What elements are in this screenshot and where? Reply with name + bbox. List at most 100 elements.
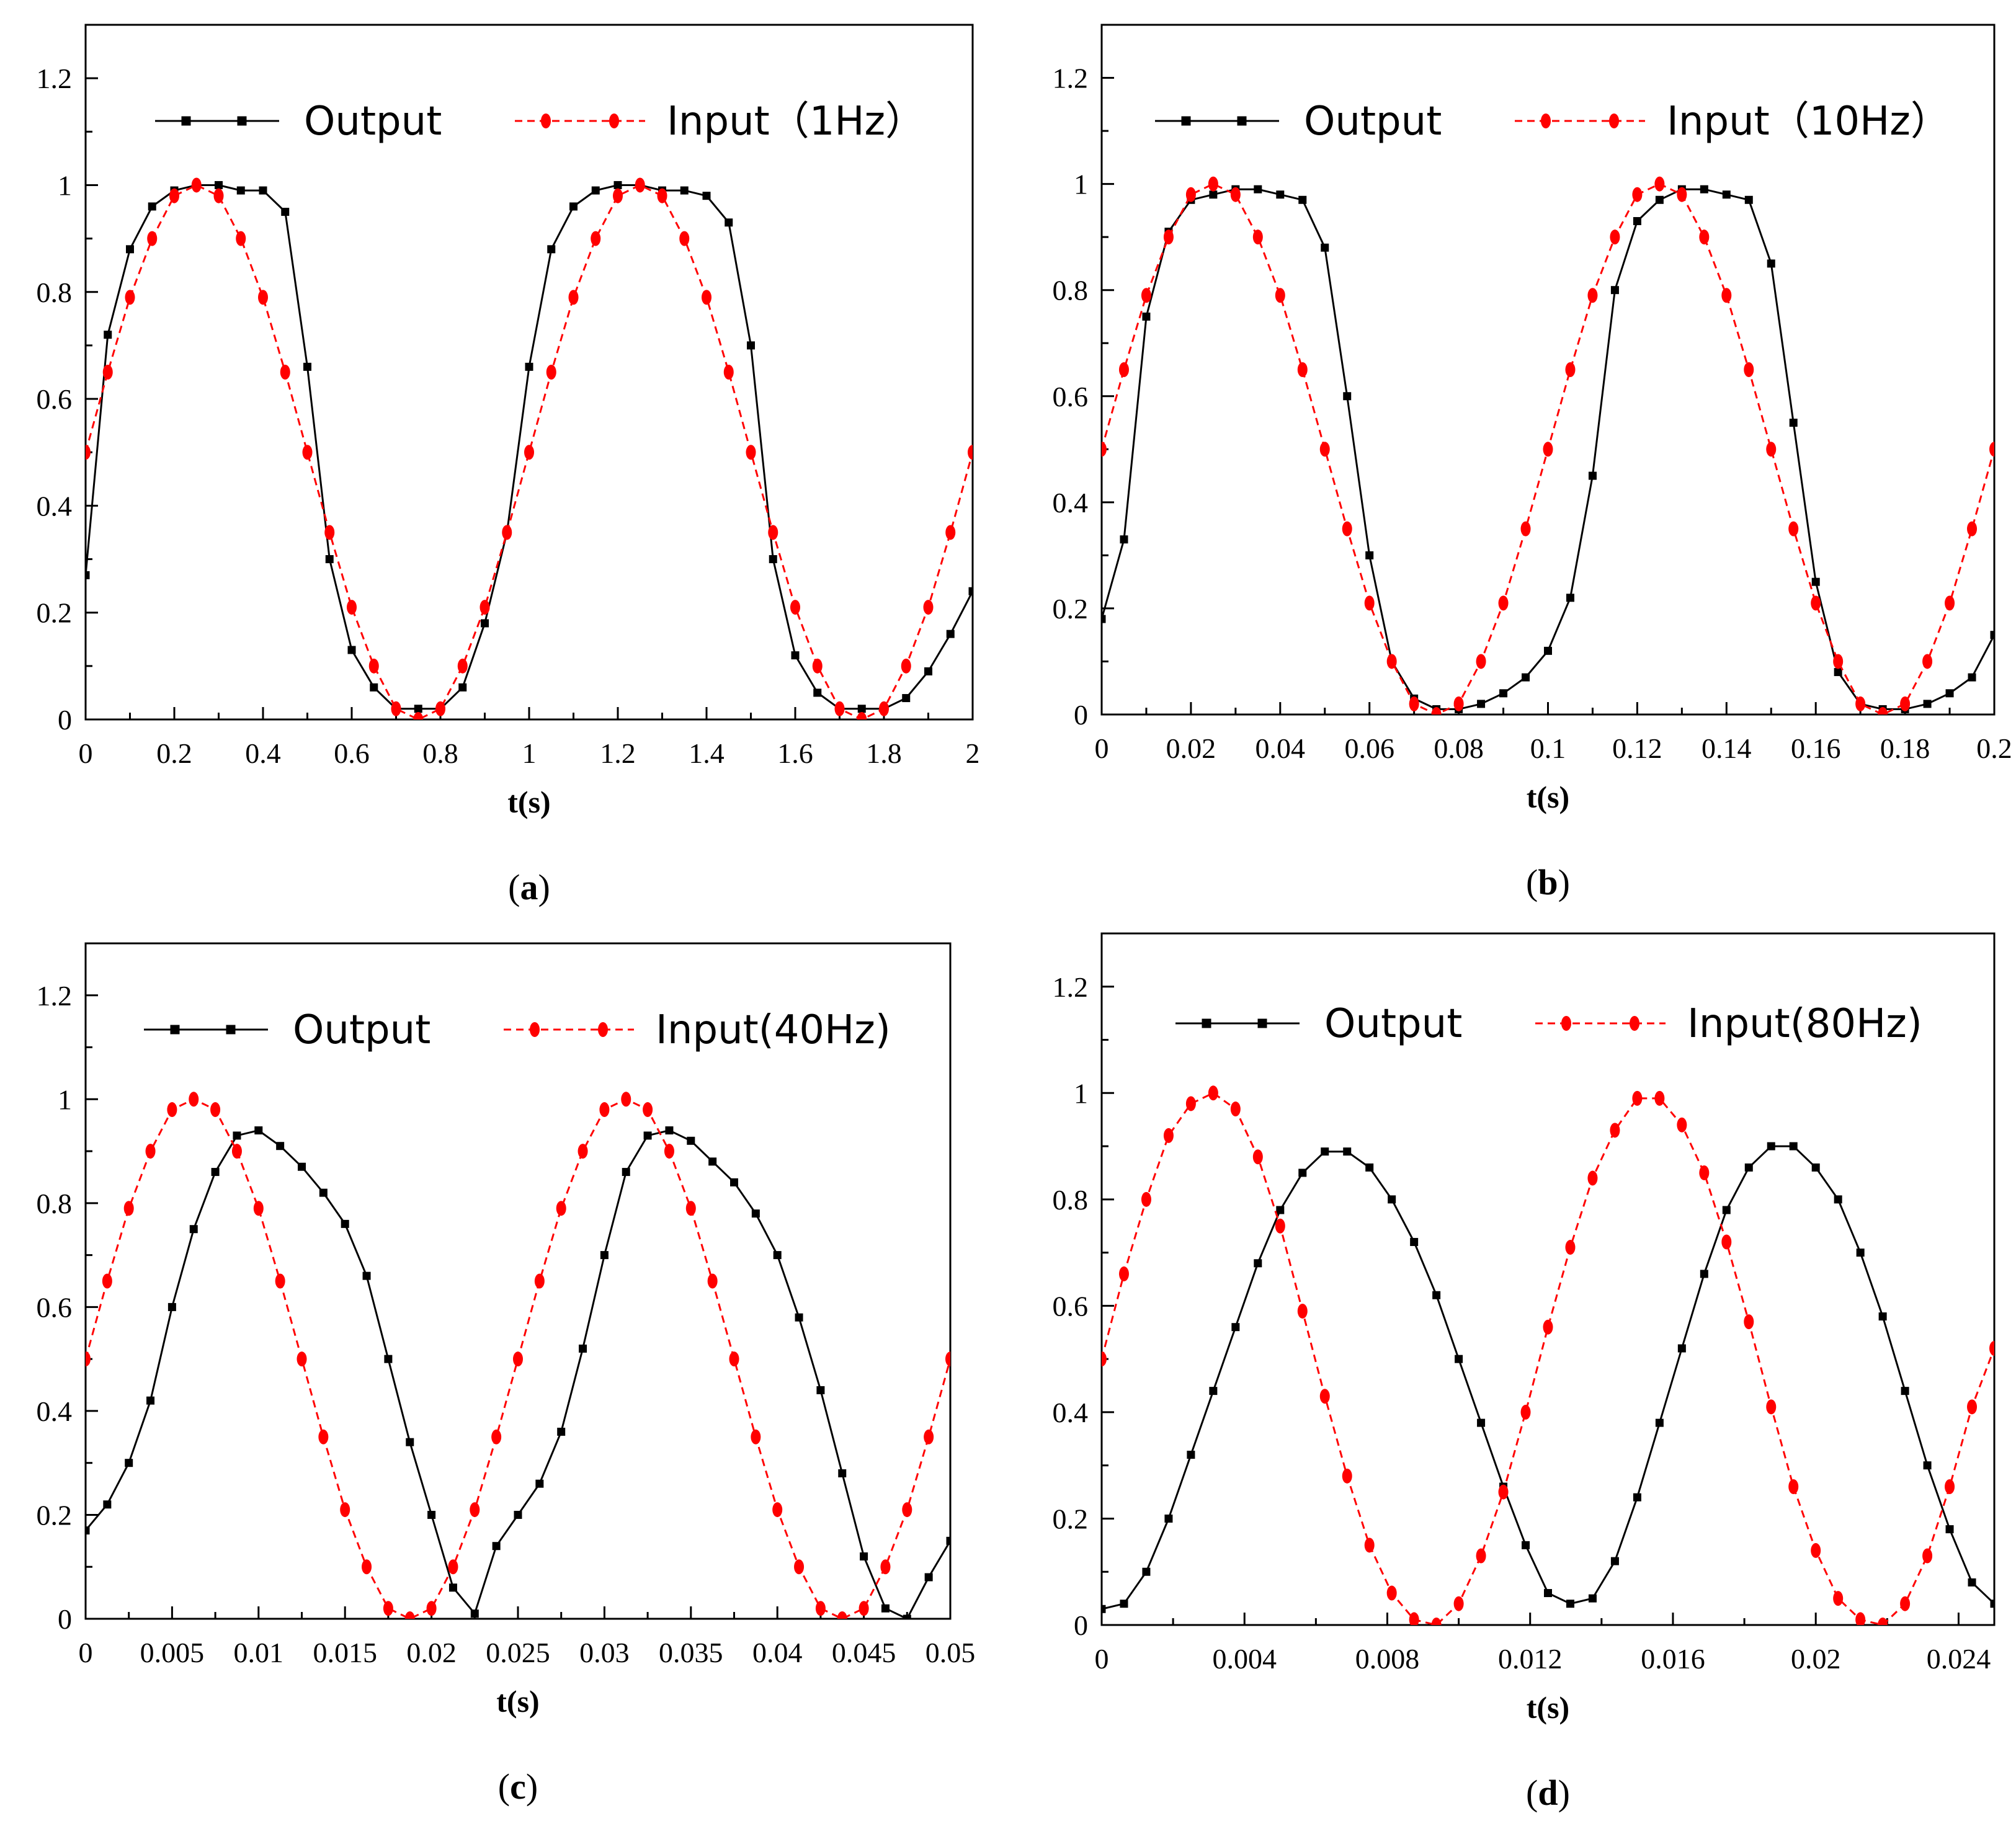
x-tick-label: 1.6 <box>777 737 813 769</box>
x-tick-label: 0.04 <box>1256 732 1306 764</box>
output-marker <box>1700 1270 1708 1278</box>
input-marker <box>1967 1399 1978 1415</box>
output-marker <box>406 1438 414 1446</box>
input-marker <box>275 1273 285 1289</box>
input-marker <box>102 1273 112 1289</box>
input-marker <box>362 1559 372 1575</box>
input-marker <box>772 1502 783 1518</box>
input-marker <box>1721 1234 1732 1250</box>
input-marker <box>794 1559 805 1575</box>
input-marker <box>1498 595 1509 611</box>
legend-output-label: Output <box>1304 99 1442 145</box>
input-marker <box>1185 1096 1196 1111</box>
input-marker <box>340 1502 350 1518</box>
series-input <box>86 1092 950 1619</box>
y-tick-label: 0.2 <box>37 597 73 629</box>
input-marker <box>1141 288 1151 303</box>
output-marker <box>189 1225 198 1234</box>
y-tick-label: 0.4 <box>1053 487 1089 519</box>
y-tick-label: 0.6 <box>37 383 73 415</box>
output-marker <box>1522 1541 1530 1549</box>
x-tick-label: 1.2 <box>600 737 636 769</box>
output-marker <box>557 1427 566 1436</box>
input-marker <box>302 445 313 460</box>
output-marker <box>1120 1600 1128 1608</box>
output-marker <box>1209 190 1218 199</box>
output-marker <box>1321 1147 1329 1156</box>
input-marker <box>368 658 379 674</box>
output-marker <box>233 1131 241 1140</box>
input-marker <box>448 1559 458 1575</box>
output-marker <box>1522 673 1530 682</box>
output-marker <box>1388 1195 1396 1204</box>
x-tick-label: 0.02 <box>406 1637 457 1668</box>
output-marker <box>525 362 533 371</box>
y-tick-label: 1 <box>58 169 72 201</box>
output-marker <box>384 1355 393 1363</box>
input-marker <box>643 1102 653 1118</box>
output-marker <box>591 186 600 195</box>
input-marker <box>768 525 778 540</box>
output-marker <box>1633 1493 1641 1502</box>
output-marker <box>1834 1195 1842 1204</box>
output-marker <box>1677 1344 1686 1353</box>
panel-label: (b) <box>1526 862 1570 902</box>
x-tick-label: 0.2 <box>156 737 192 769</box>
output-marker <box>125 1459 133 1467</box>
input-marker <box>524 445 534 460</box>
output-marker <box>680 186 689 195</box>
y-tick-label: 0.8 <box>37 1188 73 1219</box>
y-tick-label: 0 <box>58 704 72 736</box>
input-marker <box>426 1601 437 1616</box>
x-tick-label: 0.005 <box>140 1637 205 1668</box>
output-marker <box>1544 646 1552 655</box>
output-marker <box>492 1542 501 1551</box>
output-marker <box>1856 1249 1865 1257</box>
input-marker <box>318 1429 329 1444</box>
output-marker <box>1700 185 1708 194</box>
x-tick-label: 0.02 <box>1166 732 1216 764</box>
input-marker <box>1945 1479 1955 1494</box>
output-marker <box>341 1219 349 1228</box>
input-marker <box>556 1201 566 1216</box>
input-marker <box>1811 595 1821 611</box>
output-marker <box>448 1583 457 1592</box>
input-marker <box>1543 1319 1553 1335</box>
input-marker <box>968 445 973 460</box>
output-marker <box>1923 1461 1932 1470</box>
legend-output-marker <box>1181 116 1191 126</box>
input-marker <box>513 1351 523 1367</box>
x-tick-label: 0.06 <box>1344 732 1394 764</box>
x-tick-label: 0.035 <box>659 1637 723 1668</box>
legend-input-marker <box>1561 1016 1571 1031</box>
output-marker <box>1923 700 1932 708</box>
output-marker <box>1102 615 1106 623</box>
input-marker <box>280 365 290 380</box>
input-marker <box>1409 1612 1419 1625</box>
x-tick-label: 0.6 <box>334 737 370 769</box>
legend-input-marker <box>598 1022 608 1037</box>
output-marker <box>773 1251 782 1260</box>
output-marker <box>370 683 378 692</box>
output-marker <box>881 1604 890 1613</box>
input-marker <box>1364 595 1375 611</box>
output-marker <box>481 619 489 628</box>
output-marker <box>1102 1605 1106 1613</box>
y-tick-label: 0 <box>1074 1609 1088 1641</box>
legend-output-marker <box>181 116 191 126</box>
input-marker <box>1922 1548 1933 1564</box>
output-marker <box>458 683 467 692</box>
output-marker <box>1432 1291 1441 1299</box>
input-marker <box>837 1611 847 1619</box>
plot-frame <box>1100 932 1996 1626</box>
input-marker <box>1208 1085 1218 1101</box>
chart-panel-d: 0 0.2 0.4 0.6 0.8 1 1.2 0 0.004 0.008 0.012 0.016 0.… <box>1053 932 1996 1813</box>
input-marker <box>1275 1218 1285 1234</box>
input-marker <box>1319 442 1330 457</box>
legend-output-marker <box>237 116 247 126</box>
x-tick-label: 0.1 <box>1530 732 1566 764</box>
input-marker <box>924 1429 934 1444</box>
output-line <box>1102 1145 1994 1610</box>
input-marker <box>1878 1618 1888 1625</box>
input-marker <box>125 290 135 305</box>
